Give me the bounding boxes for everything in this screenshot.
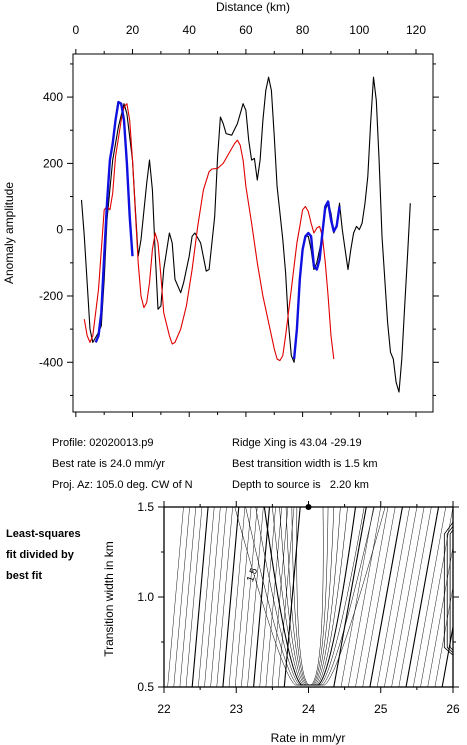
contour-line [348, 507, 381, 687]
series-line-model [83, 103, 335, 362]
side-caption: Least-squares fit divided by best fit [6, 524, 106, 587]
contour-line [234, 507, 252, 687]
contour-line [185, 507, 203, 687]
contour-line [296, 507, 324, 686]
contour-line [198, 507, 215, 687]
contour-line [449, 529, 453, 651]
series-line-observed [80, 76, 411, 393]
contour-line [216, 507, 233, 687]
x-tick-label: 120 [406, 23, 426, 37]
profile-info: Profile: 02020013.p9 [52, 437, 154, 449]
contour-line [279, 507, 341, 686]
contour-line [272, 507, 348, 686]
contour-line [443, 521, 453, 656]
rate-tick-label: 24 [302, 702, 316, 716]
rate-tick-label: 25 [374, 702, 388, 716]
contour-line [255, 507, 365, 686]
anomaly-ticks: 0 20 40 60 80 100 120 -400 -200 0 200 400 [39, 23, 439, 417]
contour-line [376, 507, 410, 687]
anomaly-series [80, 76, 411, 393]
contour-line [210, 507, 227, 687]
contour-line [234, 507, 386, 686]
x-tick-label: 0 [72, 23, 79, 37]
contour-line [179, 507, 197, 687]
contour-line [204, 507, 221, 687]
x-axis-label-rate: Rate in mm/yr [271, 731, 346, 745]
contour-lines [167, 507, 453, 687]
contour-line [265, 507, 282, 687]
side-caption-line: fit divided by [6, 549, 74, 561]
y-tick-label: 0 [56, 223, 63, 237]
y-axis-label: Anomaly amplitude [2, 182, 16, 284]
x-tick-label: 80 [296, 23, 310, 37]
y-axis-label-width: Transition width in km [102, 541, 116, 657]
contour-line [263, 507, 357, 686]
x-tick-label: 40 [183, 23, 197, 37]
contour-line [167, 507, 184, 687]
misfit-contour-chart: 22 23 24 25 26 0.5 1.0 1.5 1.5 Rate in mm/yr Tr… [102, 500, 460, 745]
ridge-crossing-info: Ridge Xing is 43.04 -29.19 [232, 437, 362, 449]
width-tick-label: 0.5 [137, 680, 154, 694]
contour-line [333, 507, 367, 687]
contour-line [391, 507, 425, 687]
projection-azimuth-info: Proj. Az: 105.0 deg. CW of N [52, 479, 193, 491]
best-width-info: Best transition width is 1.5 km [232, 458, 378, 470]
contour-line [271, 507, 289, 687]
contour-line [245, 507, 375, 686]
x-axis-label: Distance (km) [216, 0, 290, 14]
contour-line [398, 507, 432, 687]
contour-line [191, 507, 209, 687]
contour-line [241, 507, 258, 687]
contour-line [259, 507, 276, 687]
side-caption-line: Least-squares [6, 528, 81, 540]
x-tick-label: 100 [349, 23, 369, 37]
contour-ticks: 22 23 24 25 26 0.5 1.0 1.5 [137, 500, 460, 716]
contour-line [420, 507, 453, 687]
contour-line [413, 507, 446, 687]
anomaly-plot-frame [72, 53, 434, 413]
anomaly-chart: 0 20 40 60 80 100 120 -400 -200 0 200 400 Distance … [2, 0, 439, 417]
x-tick-label: 60 [239, 23, 253, 37]
contour-line [283, 507, 301, 687]
contour-line [441, 623, 453, 687]
contour-line [253, 507, 271, 687]
contour-label: 1.5 [245, 566, 260, 583]
contour-plot-frame [163, 506, 454, 688]
rate-tick-label: 26 [446, 702, 460, 716]
contour-line [446, 525, 453, 654]
best-rate-info: Best rate is 24.0 mm/yr [52, 458, 166, 470]
best-fit-marker [305, 504, 312, 510]
width-tick-label: 1.0 [137, 590, 154, 604]
y-tick-label: 400 [43, 90, 63, 104]
rate-tick-label: 22 [157, 702, 171, 716]
side-caption-line: best fit [6, 570, 43, 582]
y-tick-label: -400 [39, 355, 63, 369]
x-tick-label: 20 [126, 23, 140, 37]
y-tick-label: -200 [39, 289, 63, 303]
contour-line [384, 507, 418, 687]
contour-line [222, 507, 240, 687]
contour-line [355, 507, 389, 687]
contour-line [173, 507, 190, 687]
contour-line [434, 585, 453, 687]
series-line-fit-window [292, 200, 341, 360]
rate-tick-label: 23 [230, 702, 244, 716]
width-tick-label: 1.5 [137, 500, 154, 514]
contour-line [228, 507, 246, 687]
y-tick-label: 200 [43, 156, 63, 170]
contour-line [369, 507, 403, 687]
contour-line [340, 507, 374, 687]
series-line-fit-window [94, 100, 134, 343]
contour-line [362, 507, 396, 687]
contour-line [405, 507, 440, 687]
contour-line [247, 507, 264, 687]
contour-line [277, 507, 295, 687]
depth-info: Depth to source is 2.20 km [232, 479, 369, 491]
